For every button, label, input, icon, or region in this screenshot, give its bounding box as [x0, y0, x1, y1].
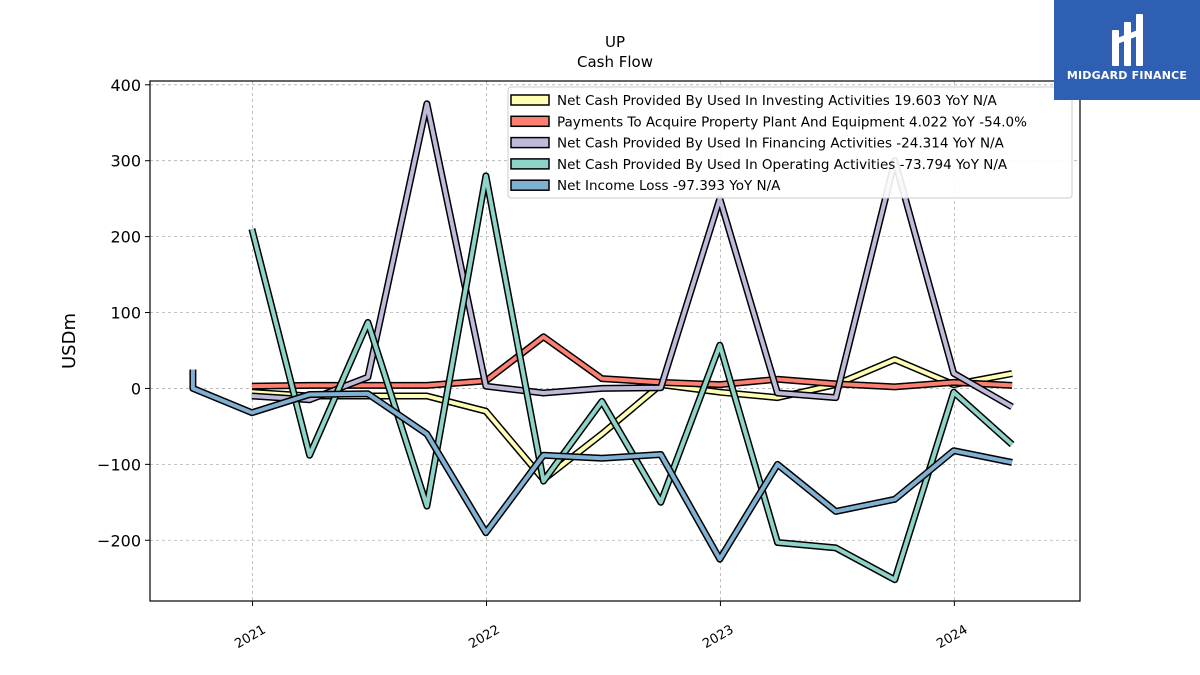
- x-axis: 2021 2022 2023 2024: [232, 601, 970, 652]
- legend-item: Net Cash Provided By Used In Operating A…: [510, 157, 1008, 173]
- legend-swatch: [510, 136, 550, 149]
- y-tick-label: 300: [110, 152, 141, 171]
- x-tick-label: 2023: [700, 622, 736, 652]
- series-line-stroke: [251, 357, 1013, 482]
- series-line: [251, 100, 1014, 410]
- series-line: [251, 356, 1013, 483]
- x-tick-label: 2021: [232, 622, 268, 652]
- series-line-stroke: [251, 101, 1014, 409]
- legend-item: Payments To Acquire Property Plant And E…: [510, 114, 1027, 130]
- y-tick-label: −200: [97, 531, 141, 550]
- y-tick-label: 100: [110, 304, 141, 323]
- legend-label: Net Cash Provided By Used In Investing A…: [557, 93, 998, 109]
- legend-label: Payments To Acquire Property Plant And E…: [557, 114, 1027, 130]
- legend-label: Net Cash Provided By Used In Financing A…: [557, 136, 1005, 152]
- plot-frame: [149, 80, 1081, 602]
- legend-label: Net Cash Provided By Used In Operating A…: [557, 157, 1008, 173]
- y-axis: 400 300 200 100 0 −100 −200: [97, 76, 150, 550]
- series-line-stroke: [251, 334, 1013, 389]
- y-tick-label: 200: [110, 228, 141, 247]
- legend-swatch: [510, 158, 550, 170]
- legend-label: Net Income Loss -97.393 YoY N/A: [557, 178, 781, 194]
- x-tick-label: 2022: [466, 622, 502, 652]
- legend-box: [507, 86, 1073, 199]
- y-tick-label: −100: [97, 455, 141, 474]
- y-tick-label: 400: [110, 76, 141, 95]
- y-axis-label: USDm: [59, 313, 80, 369]
- x-tick-label: 2024: [934, 622, 970, 652]
- series-layer: [189, 100, 1015, 584]
- legend-swatch: [510, 115, 550, 128]
- legend: Net Cash Provided By Used In Investing A…: [507, 86, 1073, 199]
- series-line: [251, 333, 1013, 391]
- series-line-stroke: [190, 369, 1013, 562]
- series-line-stroke: [249, 173, 1014, 582]
- midgard-logo-icon: [1112, 14, 1143, 66]
- chart-title: UP: [605, 33, 625, 51]
- legend-item: Net Cash Provided By Used In Investing A…: [510, 93, 998, 109]
- legend-item: Net Cash Provided By Used In Financing A…: [510, 136, 1005, 152]
- series-line: [189, 369, 1013, 563]
- y-tick-label: 0: [131, 379, 141, 398]
- legend-swatch: [510, 94, 550, 106]
- chart-subtitle: Cash Flow: [577, 53, 653, 71]
- brand-name: MIDGARD FINANCE: [1066, 69, 1188, 82]
- legend-item: Net Income Loss -97.393 YoY N/A: [510, 178, 781, 194]
- series-line: [248, 172, 1015, 584]
- midgard-finance-logo: MIDGARD FINANCE: [1054, 0, 1200, 100]
- legend-swatch: [510, 179, 550, 191]
